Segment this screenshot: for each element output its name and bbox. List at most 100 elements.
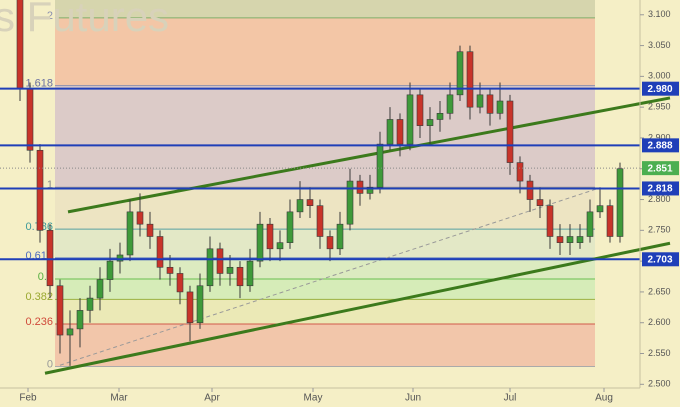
- x-tick-label: Mar: [110, 393, 128, 404]
- candle-body: [596, 205, 604, 213]
- candle-body: [216, 248, 224, 274]
- candle-body: [96, 279, 104, 299]
- candle-body: [566, 236, 574, 243]
- plot: [0, 0, 671, 375]
- candle-body: [386, 119, 394, 145]
- level-box: [642, 138, 679, 153]
- candle-body: [476, 94, 484, 108]
- trendline: [59, 187, 601, 366]
- candle-body: [416, 94, 424, 126]
- y-tick-label: 2.500: [648, 379, 671, 389]
- candle-body: [306, 199, 314, 207]
- candle-body: [236, 266, 244, 287]
- x-tick-label: Jul: [504, 393, 517, 404]
- candle-body: [76, 310, 84, 330]
- x-tick-label: Jun: [405, 393, 421, 404]
- y-tick-label: 2.800: [648, 194, 671, 204]
- y-tick-label: 2.600: [648, 317, 671, 327]
- candle-body: [246, 260, 254, 287]
- watermark: s Futures: [0, 0, 169, 40]
- level-label: 2.980: [647, 84, 672, 95]
- candle-body: [516, 162, 524, 182]
- fib-label: 2: [47, 10, 53, 22]
- level-box: [642, 252, 679, 267]
- y-tick-label: 2.550: [648, 348, 671, 358]
- candle-body: [456, 51, 464, 96]
- candle-body: [616, 168, 624, 237]
- candle-body: [146, 223, 154, 237]
- x-tick-label: Feb: [19, 393, 37, 404]
- candle-body: [126, 211, 134, 256]
- candle-body: [66, 328, 74, 336]
- fib-zone: [55, 258, 595, 279]
- candle-body: [276, 242, 284, 250]
- x-tick-label: May: [304, 393, 323, 404]
- candle-body: [506, 100, 514, 163]
- trendline: [44, 241, 671, 375]
- candle-body: [136, 211, 144, 225]
- fib-label: 0: [47, 358, 53, 370]
- fib-zone: [55, 17, 595, 86]
- candle-body: [116, 254, 124, 262]
- candle-body: [156, 236, 164, 268]
- current-price-box: [642, 161, 679, 176]
- candle-body: [606, 205, 614, 237]
- candle-body: [286, 211, 294, 243]
- candle-body: [356, 180, 364, 194]
- candle-body: [206, 248, 214, 287]
- fib-zone: [55, 85, 595, 188]
- top-zone: [55, 0, 595, 18]
- y-tick-label: 3.050: [648, 40, 671, 50]
- trendline: [67, 96, 671, 214]
- candle-body: [326, 236, 334, 250]
- candle-body: [316, 205, 324, 237]
- candle-body: [296, 199, 304, 213]
- y-tick-label: 3.000: [648, 71, 671, 81]
- level-box: [642, 181, 679, 196]
- fib-zone: [55, 278, 595, 300]
- candle-body: [576, 236, 584, 243]
- candle-body: [496, 100, 504, 114]
- fib-zone: [55, 187, 595, 230]
- candle-body: [536, 199, 544, 207]
- level-label: 2.703: [647, 254, 672, 265]
- candle-body: [346, 180, 354, 225]
- fib-zone: [55, 299, 595, 324]
- candle-body: [466, 51, 474, 108]
- x-tick-label: Aug: [595, 393, 613, 404]
- candle-body: [336, 223, 344, 250]
- candle-body: [266, 223, 274, 250]
- candle-body: [396, 119, 404, 145]
- candle-body: [436, 113, 444, 120]
- candle-body: [36, 149, 44, 231]
- candle-body: [166, 266, 174, 274]
- fib-label: 0.382: [25, 291, 53, 303]
- candle-body: [26, 88, 34, 151]
- candle-body: [86, 297, 94, 311]
- candle-body: [426, 119, 434, 126]
- candle-body: [16, 0, 24, 89]
- candle-body: [586, 211, 594, 237]
- level-label: 2.818: [647, 184, 672, 195]
- y-tick-label: 2.650: [648, 286, 671, 296]
- y-tick-label: 2.950: [648, 102, 671, 112]
- candle-body: [196, 285, 204, 324]
- level-label: 2.888: [647, 140, 672, 151]
- y-tick-label: 2.750: [648, 225, 671, 235]
- fib-label: 1.618: [25, 78, 53, 90]
- candle-body: [546, 205, 554, 237]
- fib-label: 1: [47, 179, 53, 191]
- y-tick-label: 3.100: [648, 9, 671, 19]
- x-tick-label: Apr: [204, 393, 220, 404]
- candle-body: [446, 94, 454, 114]
- candle-body: [556, 236, 564, 243]
- candle-body: [256, 223, 264, 262]
- candle-body: [376, 143, 384, 188]
- candle-body: [56, 285, 64, 336]
- level-box: [642, 81, 679, 96]
- candle-body: [226, 266, 234, 274]
- candle-body: [106, 260, 114, 280]
- candle-body: [186, 291, 194, 324]
